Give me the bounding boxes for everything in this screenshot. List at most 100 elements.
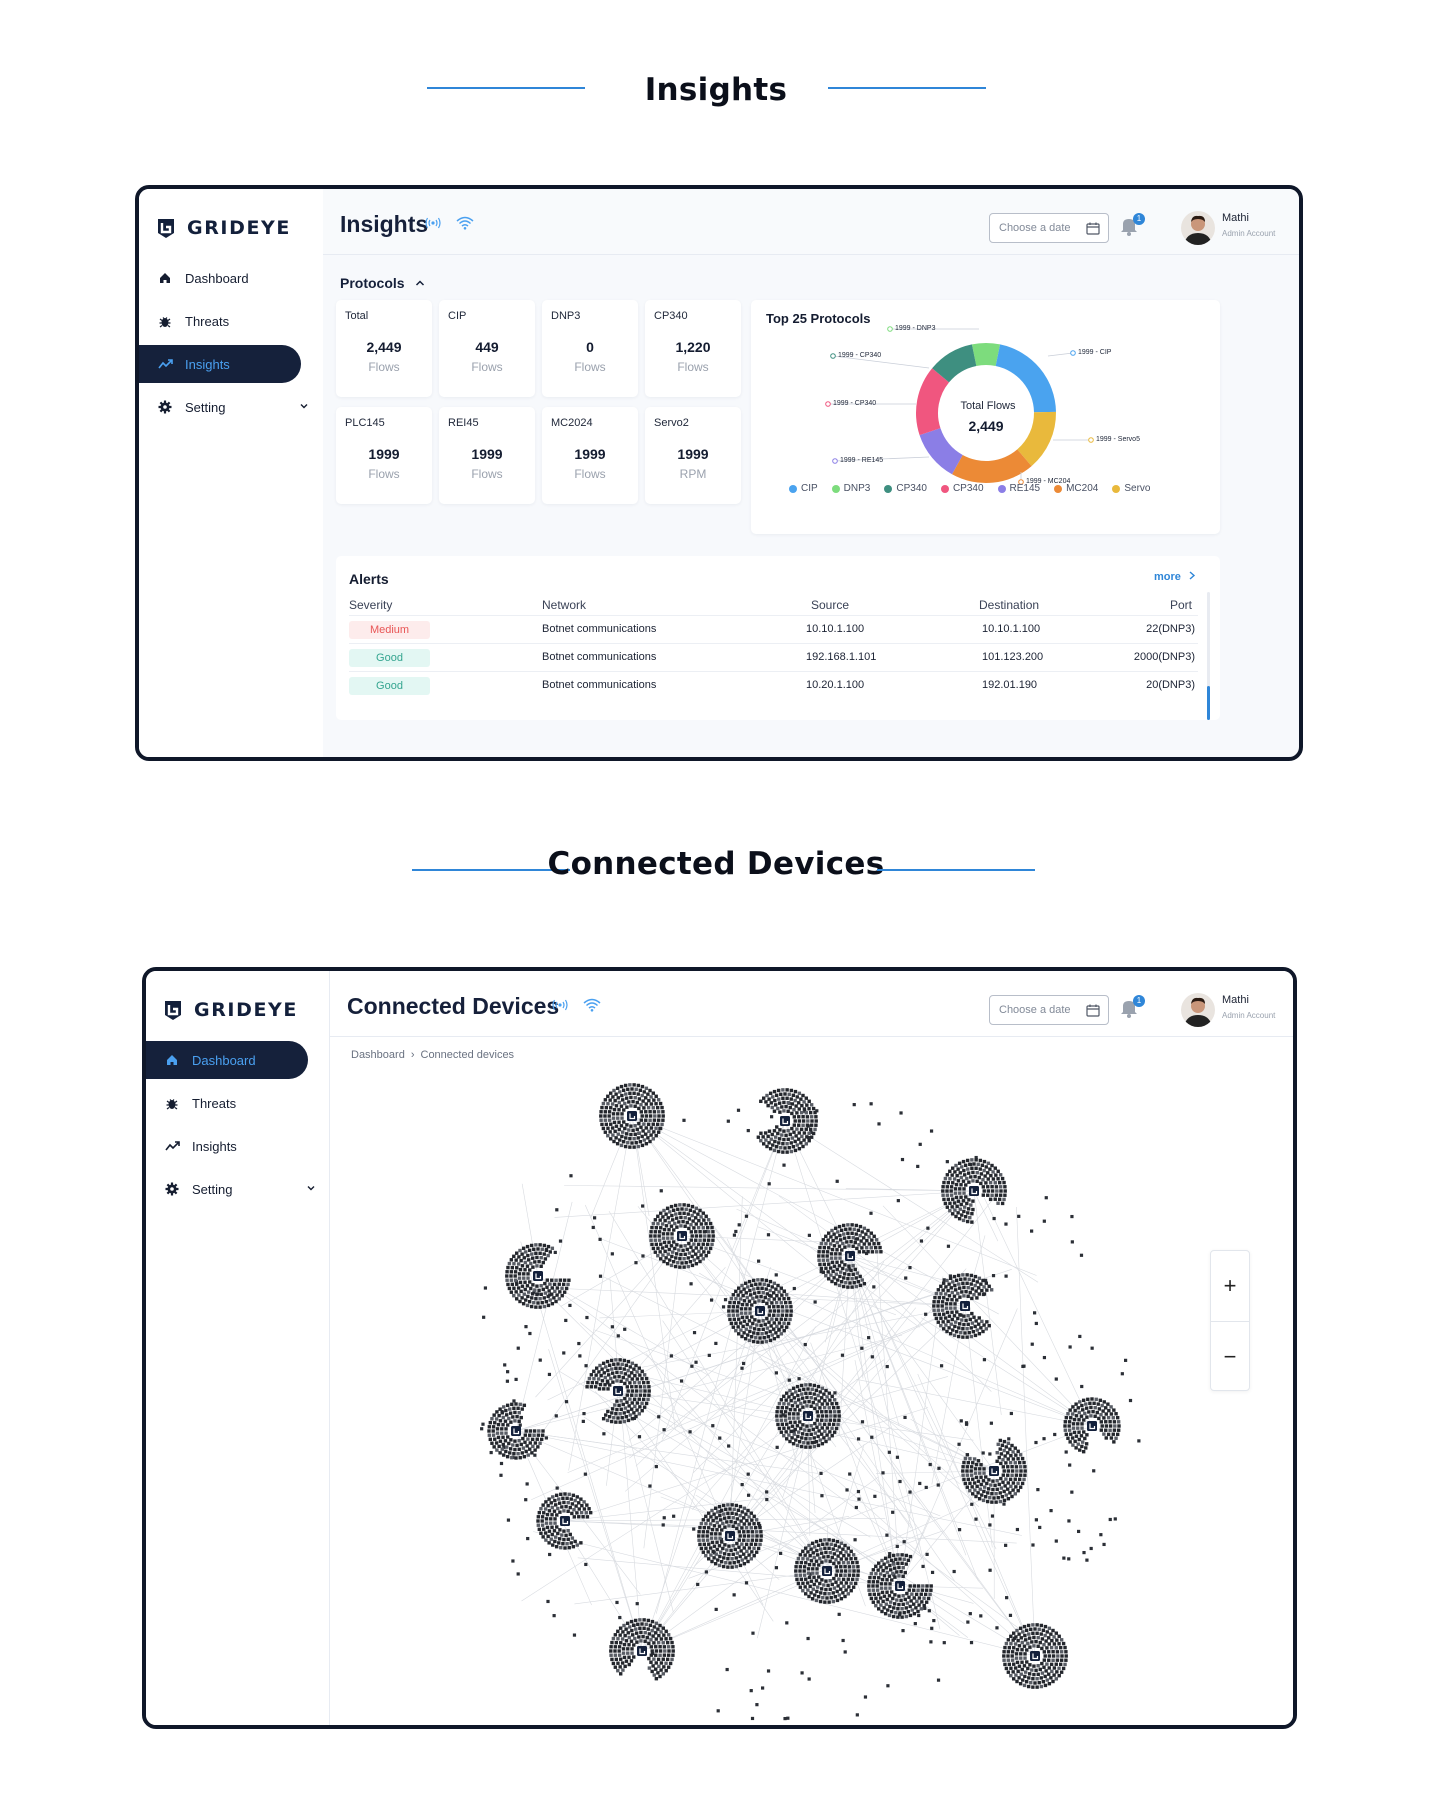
device-cluster[interactable] — [817, 1223, 883, 1289]
protocol-card-2[interactable]: DNP3 0 Flows — [542, 300, 638, 397]
donut-slice-cp340[interactable] — [916, 368, 950, 436]
hub-logo-icon[interactable] — [969, 1186, 979, 1196]
donut-slice-re145[interactable] — [919, 428, 963, 475]
card-name: CIP — [448, 310, 467, 322]
legend-item[interactable]: CP340 — [884, 483, 927, 494]
sidebar-item-dashboard[interactable]: Dashboard — [146, 1041, 308, 1079]
legend-swatch — [789, 484, 797, 493]
hub-logo-icon[interactable] — [845, 1251, 855, 1261]
device-cluster[interactable] — [585, 1358, 651, 1424]
notification-badge: 1 — [1133, 213, 1145, 225]
slice-callout-label: 1999 - CP340 — [838, 352, 882, 359]
bug-icon — [164, 1095, 180, 1111]
sidebar-item-setting[interactable]: Setting — [139, 388, 323, 426]
device-cluster[interactable] — [536, 1492, 593, 1550]
legend-item[interactable]: MC204 — [1054, 483, 1098, 494]
date-picker[interactable]: Choose a date — [989, 995, 1109, 1025]
legend-item[interactable]: DNP3 — [831, 483, 870, 494]
hub-logo-icon[interactable] — [637, 1646, 647, 1656]
sidebar-item-label: Insights — [185, 356, 230, 372]
alerts-panel: Alerts more Severity Network Source Dest… — [336, 556, 1220, 720]
legend-item[interactable]: CP340 — [940, 483, 984, 494]
legend-item[interactable]: RE145 — [997, 483, 1040, 494]
device-cluster[interactable] — [609, 1618, 675, 1681]
protocol-card-3[interactable]: CP340 1,220 Flows — [645, 300, 741, 397]
zoom-in-button[interactable]: + — [1223, 1273, 1237, 1298]
date-picker-placeholder: Choose a date — [999, 222, 1071, 234]
hub-logo-icon[interactable] — [725, 1531, 735, 1541]
hub-logo-icon[interactable] — [780, 1116, 790, 1126]
hub-logo-icon[interactable] — [895, 1581, 905, 1591]
device-cluster[interactable] — [932, 1273, 994, 1339]
hub-logo-icon[interactable] — [613, 1386, 623, 1396]
avatar[interactable] — [1181, 993, 1215, 1027]
hub-logo-icon[interactable] — [803, 1411, 813, 1421]
legend-item[interactable]: Servo — [1112, 483, 1150, 494]
device-cluster[interactable] — [505, 1243, 571, 1309]
topbar: Insights Choose a date 1 Mathi Admin Acc… — [323, 189, 1299, 255]
sidebar-item-threats[interactable]: Threats — [146, 1084, 330, 1122]
main-content: Insights Choose a date 1 Mathi Admin Acc… — [323, 189, 1299, 757]
breadcrumb-dashboard[interactable]: Dashboard — [351, 1049, 405, 1061]
notification-bell[interactable]: 1 — [1120, 995, 1145, 1022]
device-cluster[interactable] — [775, 1383, 841, 1449]
sidebar-item-insights[interactable]: Insights — [139, 345, 301, 383]
sidebar-item-label: Dashboard — [185, 270, 249, 286]
device-cluster[interactable] — [867, 1553, 933, 1619]
sidebar-item-insights[interactable]: Insights — [146, 1127, 330, 1165]
donut-slice-cip[interactable] — [995, 344, 1056, 413]
hub-logo-icon[interactable] — [533, 1271, 543, 1281]
sidebar-item-threats[interactable]: Threats — [139, 302, 323, 340]
protocol-card-5[interactable]: REI45 1999 Flows — [439, 407, 535, 504]
protocol-card-1[interactable]: CIP 449 Flows — [439, 300, 535, 397]
hub-logo-icon[interactable] — [960, 1301, 970, 1311]
protocol-card-6[interactable]: MC2024 1999 Flows — [542, 407, 638, 504]
avatar[interactable] — [1181, 211, 1215, 245]
hub-logo-icon[interactable] — [560, 1516, 570, 1526]
protocol-card-0[interactable]: Total 2,449 Flows — [336, 300, 432, 397]
hub-logo-icon[interactable] — [989, 1466, 999, 1476]
protocol-card-7[interactable]: Servo2 1999 RPM — [645, 407, 741, 504]
bug-icon — [157, 313, 173, 329]
device-cluster[interactable] — [1002, 1623, 1068, 1689]
donut-slice-cp340[interactable] — [932, 344, 977, 383]
device-cluster[interactable] — [487, 1402, 545, 1460]
hub-logo-icon[interactable] — [677, 1231, 687, 1241]
alerts-scrollbar[interactable] — [1207, 592, 1210, 720]
device-cluster[interactable] — [727, 1278, 793, 1344]
donut-slice-servo[interactable] — [1017, 411, 1056, 467]
device-network-graph[interactable] — [330, 1061, 1297, 1729]
alerts-title: Alerts — [349, 571, 389, 587]
notification-bell[interactable]: 1 — [1120, 213, 1145, 240]
device-cluster[interactable] — [1063, 1397, 1121, 1454]
device-cluster[interactable] — [649, 1203, 715, 1269]
sidebar-item-dashboard[interactable]: Dashboard — [139, 259, 323, 297]
notification-badge: 1 — [1133, 995, 1145, 1007]
hub-logo-icon[interactable] — [1030, 1651, 1040, 1661]
cell-port: 2000(DNP3) — [1133, 651, 1195, 663]
alerts-more-link[interactable]: more — [1154, 571, 1196, 583]
date-picker[interactable]: Choose a date — [989, 213, 1109, 243]
severity-badge: Good — [349, 677, 430, 695]
donut-slice-dnp3[interactable] — [971, 343, 1001, 366]
donut-slice-mc204[interactable] — [952, 449, 1032, 483]
sidebar-item-setting[interactable]: Setting — [146, 1170, 330, 1208]
legend-item[interactable]: CIP — [789, 483, 818, 494]
hub-logo-icon[interactable] — [755, 1306, 765, 1316]
device-cluster[interactable] — [941, 1158, 1007, 1224]
hub-logo-icon[interactable] — [822, 1566, 832, 1576]
protocols-toggle[interactable]: Protocols — [340, 275, 425, 291]
alerts-scrollbar-thumb[interactable] — [1207, 686, 1210, 720]
hub-logo-icon[interactable] — [627, 1111, 637, 1121]
legend-swatch — [1112, 484, 1121, 493]
device-cluster[interactable] — [756, 1088, 818, 1154]
zoom-out-button[interactable]: − — [1223, 1344, 1237, 1369]
hub-logo-icon[interactable] — [511, 1426, 521, 1436]
home-icon — [157, 270, 173, 286]
hub-logo-icon[interactable] — [1087, 1421, 1097, 1431]
protocol-card-4[interactable]: PLC145 1999 Flows — [336, 407, 432, 504]
device-cluster[interactable] — [794, 1538, 860, 1604]
device-cluster[interactable] — [697, 1503, 763, 1569]
device-cluster[interactable] — [599, 1083, 665, 1149]
device-cluster[interactable] — [961, 1438, 1027, 1504]
